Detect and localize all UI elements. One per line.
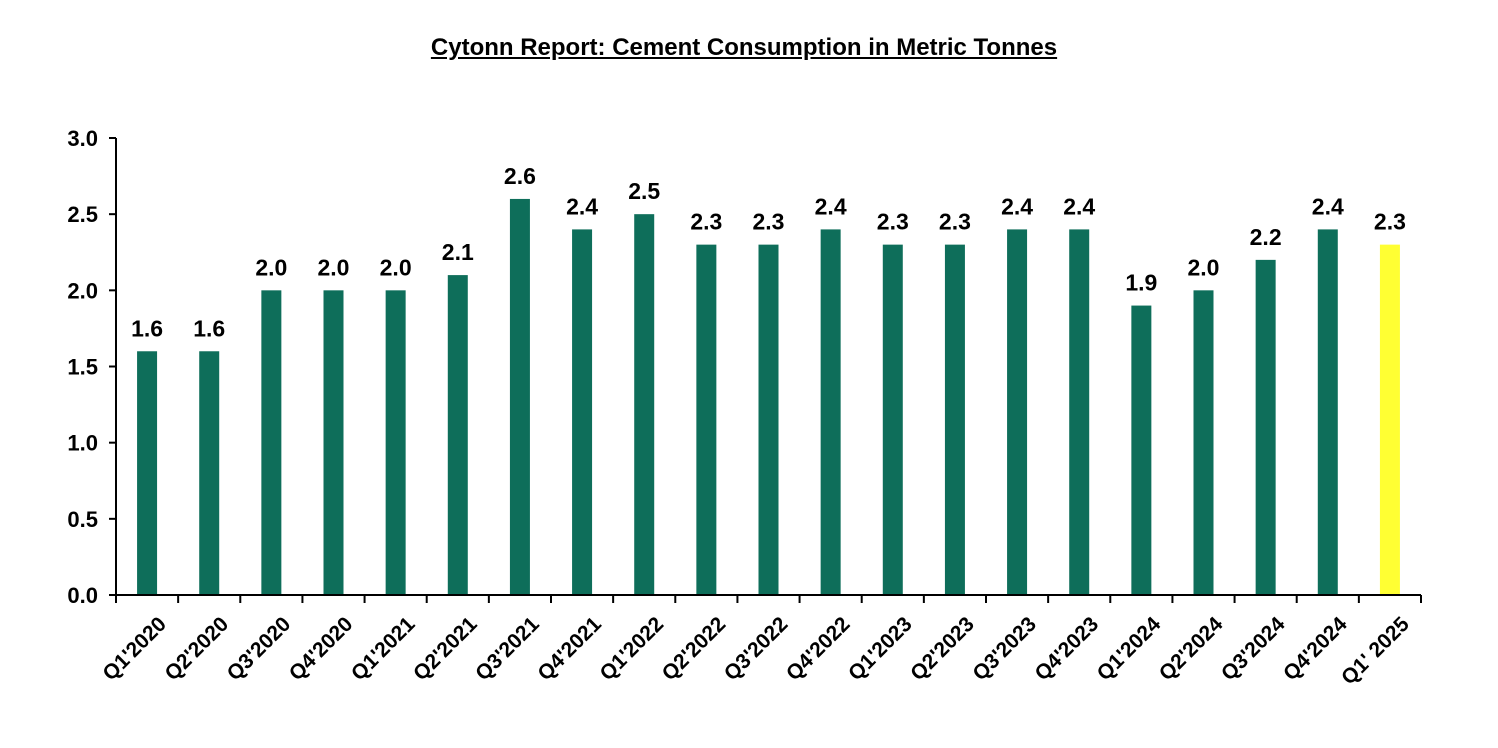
data-label: 1.6 (131, 315, 163, 341)
bar-7 (509, 198, 530, 595)
bar-3 (261, 290, 282, 595)
bar-2 (199, 351, 220, 595)
x-tick-label: Q2'2020 (161, 613, 234, 686)
bar-10 (696, 244, 717, 595)
x-tick-label: Q4'2022 (782, 613, 855, 686)
x-tick-label: Q3'2024 (1217, 612, 1290, 685)
bar-18 (1193, 290, 1214, 595)
bars-group (137, 198, 1400, 595)
data-labels-group: 1.6 1.6 2.0 2.0 2.0 2.1 2.6 2.4 2.5 2.3 2.3 2.4 2.3 2… (131, 163, 1406, 341)
data-label: 2.3 (877, 209, 909, 235)
bar-5 (385, 290, 406, 595)
data-label: 2.3 (753, 209, 785, 235)
bar-13 (882, 244, 903, 595)
x-tick-label: Q4'2021 (533, 612, 606, 685)
data-label: 2.4 (815, 193, 847, 219)
x-tick-label: Q2'2023 (906, 613, 979, 686)
y-axis: 0.0 0.5 1.0 1.5 2.0 2.5 3.0 (67, 126, 117, 608)
x-tick-label: Q1'2022 (596, 613, 669, 686)
x-axis: Q1'2020Q2'2020Q3'2020Q4'2020Q1'2021Q2'20… (98, 594, 1422, 689)
y-tick-label: 0.0 (67, 583, 98, 608)
bar-1 (137, 351, 158, 595)
data-label: 1.9 (1125, 270, 1157, 296)
data-label: 2.0 (380, 254, 412, 280)
x-tick-label: Q3'2023 (968, 613, 1041, 686)
y-tick-label: 3.0 (67, 126, 98, 151)
y-tick-label: 2.5 (67, 202, 98, 227)
x-tick-label: Q4'2023 (1031, 613, 1104, 686)
x-tick-label: Q1' 2025 (1337, 612, 1414, 689)
x-tick-label: Q3'2020 (223, 613, 296, 686)
bar-12 (820, 229, 841, 595)
bar-4 (323, 290, 344, 595)
bar-14 (944, 244, 965, 595)
bar-11 (758, 244, 779, 595)
x-tick-label: Q3'2022 (720, 613, 793, 686)
x-tick-label: Q1'2020 (98, 613, 171, 686)
y-tick-label: 1.0 (67, 431, 98, 456)
x-tick-label: Q2'2024 (1155, 612, 1228, 685)
data-label: 2.3 (1374, 209, 1406, 235)
chart-title: Cytonn Report: Cement Consumption in Met… (430, 34, 1058, 61)
bar-20 (1317, 229, 1338, 595)
x-tick-label: Q1'2021 (347, 612, 420, 685)
data-label: 2.5 (628, 178, 660, 204)
y-tick-label: 2.0 (67, 278, 98, 303)
x-tick-label: Q3'2021 (471, 612, 544, 685)
x-tick-label: Q1'2023 (844, 613, 917, 686)
x-tick-label: Q2'2021 (409, 612, 482, 685)
y-tick-label: 0.5 (67, 507, 98, 532)
x-tick-label: Q4'2020 (285, 613, 358, 686)
data-label: 2.4 (566, 193, 598, 219)
data-label: 2.1 (442, 239, 474, 265)
data-label: 2.0 (318, 254, 350, 280)
data-label: 2.0 (1188, 254, 1220, 280)
data-label: 2.2 (1250, 224, 1282, 250)
data-label: 2.6 (504, 163, 536, 189)
x-tick-label: Q1'2024 (1093, 612, 1166, 685)
bar-16 (1069, 229, 1090, 595)
data-label: 2.4 (1063, 193, 1095, 219)
y-tick-label: 1.5 (67, 355, 98, 380)
bar-6 (447, 275, 468, 595)
bar-9 (634, 214, 655, 595)
bar-8 (572, 229, 593, 595)
data-label: 2.4 (1312, 193, 1344, 219)
bar-21 (1379, 244, 1400, 595)
bar-19 (1255, 259, 1276, 595)
data-label: 2.3 (939, 209, 971, 235)
data-label: 2.0 (255, 254, 287, 280)
data-label: 2.4 (1001, 193, 1033, 219)
data-label: 2.3 (690, 209, 722, 235)
bar-15 (1007, 229, 1028, 595)
bar-17 (1131, 305, 1152, 595)
data-label: 1.6 (193, 315, 225, 341)
x-tick-label: Q2'2022 (658, 613, 731, 686)
